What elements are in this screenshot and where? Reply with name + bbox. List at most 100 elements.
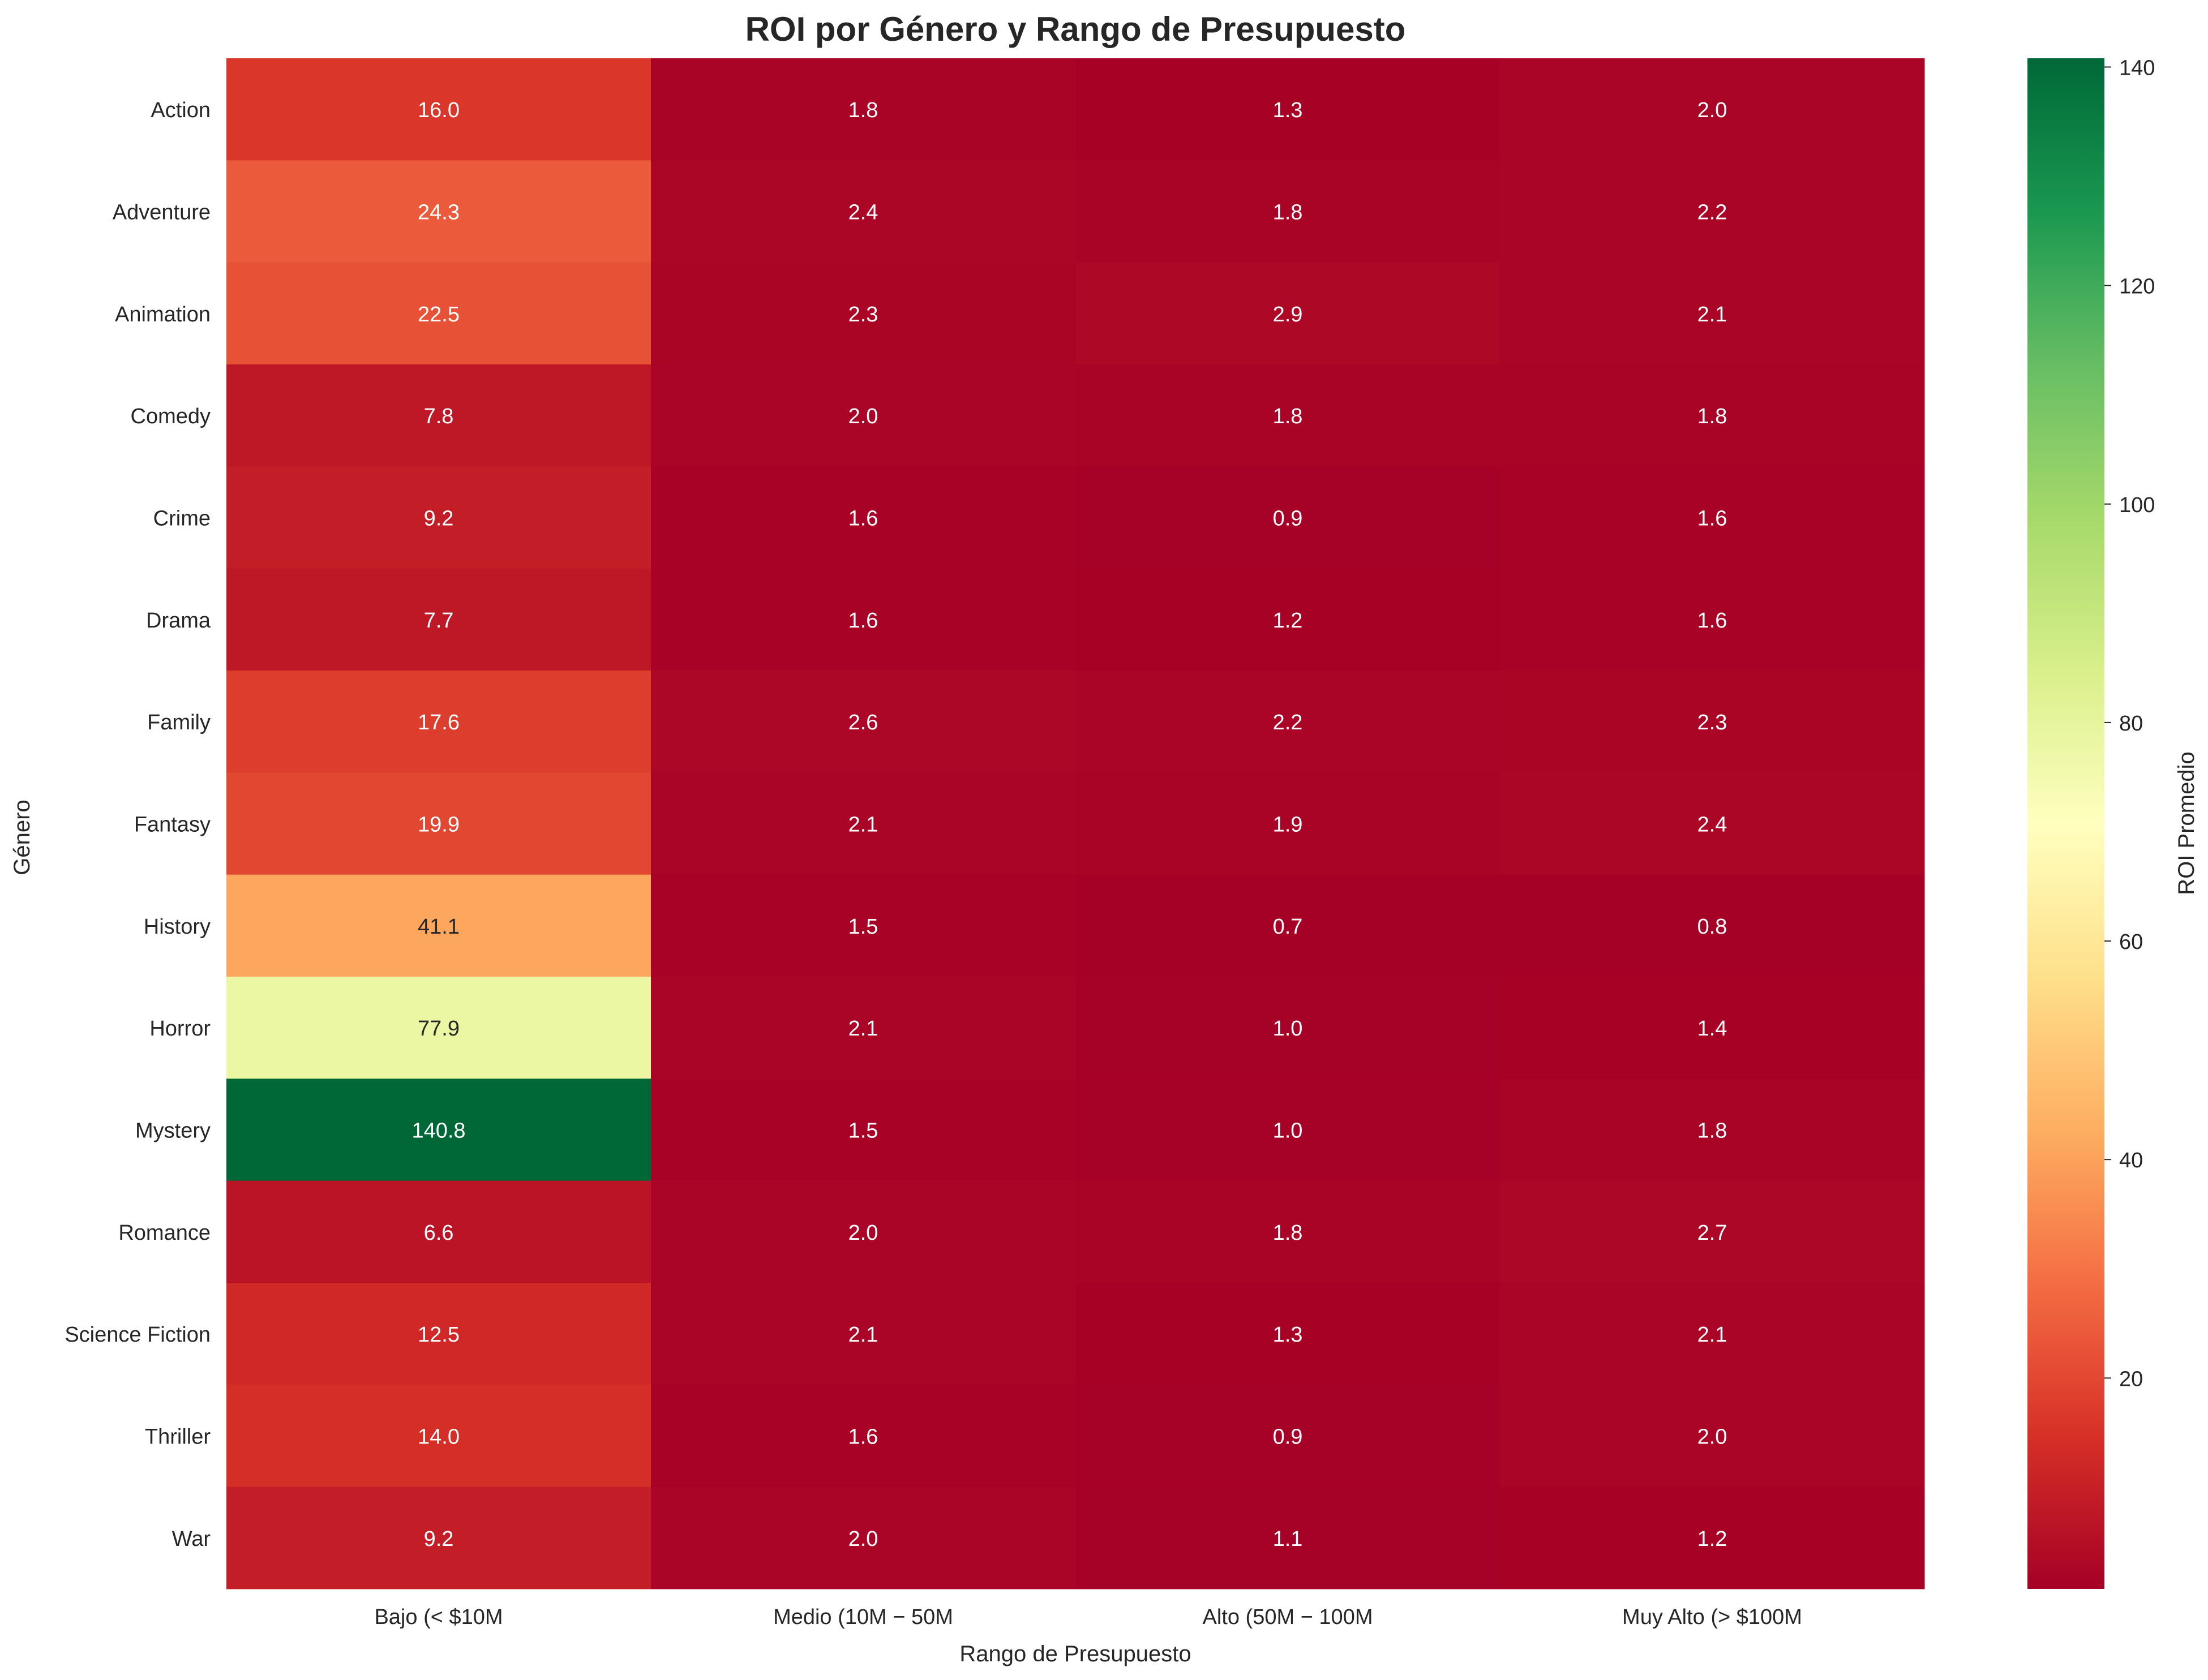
heatmap-cell	[651, 671, 1076, 773]
cell-value-label: 2.2	[1273, 711, 1303, 734]
heatmap-cell	[1500, 1180, 1925, 1283]
heatmap-cell	[1500, 977, 1925, 1079]
row-tick-label: Romance	[118, 1221, 211, 1245]
cell-value-label: 1.0	[1273, 1017, 1303, 1041]
cell-value-label: 1.6	[848, 609, 878, 633]
cell-value-label: 9.2	[424, 507, 454, 531]
cell-value-label: 1.5	[848, 915, 878, 939]
cell-value-label: 1.8	[1273, 1221, 1303, 1245]
row-tick-label: Fantasy	[134, 813, 211, 837]
cell-value-label: 7.7	[424, 609, 454, 633]
cell-value-label: 1.8	[1273, 405, 1303, 428]
heatmap-cell	[651, 874, 1076, 977]
cell-value-label: 2.0	[848, 1221, 878, 1245]
cell-value-label: 6.6	[424, 1221, 454, 1245]
heatmap-cell	[1075, 160, 1500, 263]
heatmap-cell	[1075, 977, 1500, 1079]
column-tick-label: Muy Alto (> $100M	[1622, 1605, 1802, 1629]
heatmap-cell	[226, 1385, 651, 1488]
colorbar-tick-label: 140	[2119, 56, 2155, 80]
row-tick-label: Crime	[153, 507, 211, 531]
heatmap-cell	[1075, 1486, 1500, 1589]
cell-value-label: 1.6	[848, 507, 878, 531]
heatmap-cell	[1500, 1385, 1925, 1488]
cell-value-label: 14.0	[418, 1425, 460, 1449]
heatmap-cell	[226, 1486, 651, 1589]
heatmap-cell	[226, 1283, 651, 1385]
row-tick-label: History	[144, 915, 211, 939]
cell-value-label: 2.3	[1697, 711, 1727, 734]
heatmap-cell	[1500, 1283, 1925, 1385]
heatmap-cell	[651, 1385, 1076, 1488]
cell-value-label: 41.1	[418, 915, 460, 939]
column-tick-labels: Bajo (< $10M Medio (10M − 50M Alto (50M − …	[374, 1605, 1802, 1629]
heatmap-cell	[1500, 262, 1925, 365]
colorbar-ticks: 20 40 60 80 100 120 140	[2104, 56, 2155, 1391]
heatmap-cell	[1075, 466, 1500, 569]
y-axis-label: Género	[10, 800, 35, 875]
heatmap-cell	[651, 772, 1076, 875]
cell-value-label: 77.9	[418, 1017, 460, 1041]
row-tick-label: Action	[151, 98, 211, 122]
cell-value-label: 2.1	[1697, 1323, 1727, 1347]
cell-value-label: 2.0	[1697, 1425, 1727, 1449]
cell-value-label: 2.0	[848, 405, 878, 428]
cell-value-label: 1.9	[1273, 813, 1303, 837]
row-tick-label: Thriller	[145, 1425, 211, 1449]
row-tick-labels: Action Adventure Animation Comedy Crime Drama…	[65, 98, 211, 1551]
cell-value-label: 1.4	[1697, 1017, 1727, 1041]
heatmap-cell	[1500, 671, 1925, 773]
colorbar-tick-label: 100	[2119, 493, 2155, 517]
heatmap-cell	[1500, 568, 1925, 671]
heatmap-cell	[1500, 160, 1925, 263]
cell-value-label: 1.6	[1697, 609, 1727, 633]
heatmap-cell	[226, 58, 651, 161]
colorbar	[2027, 58, 2104, 1589]
heatmap-cell	[1500, 1486, 1925, 1589]
heatmap-cell	[1500, 772, 1925, 875]
heatmap-cell	[226, 1180, 651, 1283]
cell-value-label: 2.1	[848, 1017, 878, 1041]
row-tick-label: Drama	[146, 609, 211, 633]
heatmap-cell	[1075, 874, 1500, 977]
heatmap-cell	[651, 262, 1076, 365]
cell-value-label: 1.6	[1697, 507, 1727, 531]
heatmap-cell	[651, 58, 1076, 161]
cell-value-label: 2.3	[848, 303, 878, 326]
cell-value-label: 2.7	[1697, 1221, 1727, 1245]
column-tick-label: Alto (50M − 100M	[1203, 1605, 1373, 1629]
cell-value-label: 0.7	[1273, 915, 1303, 939]
cell-value-label: 2.1	[848, 1323, 878, 1347]
cell-value-label: 1.3	[1273, 98, 1303, 122]
cell-value-label: 2.4	[848, 201, 878, 225]
heatmap-cell	[651, 977, 1076, 1079]
heatmap-cell	[226, 772, 651, 875]
colorbar-tick-label: 20	[2119, 1367, 2143, 1391]
cell-value-label: 2.1	[848, 813, 878, 837]
heatmap-cell	[1075, 772, 1500, 875]
heatmap-cell	[1075, 568, 1500, 671]
row-tick-label: Horror	[149, 1017, 211, 1041]
colorbar-tick-label: 60	[2119, 930, 2143, 954]
heatmap-cell	[226, 160, 651, 263]
heatmap-cell	[651, 160, 1076, 263]
cell-value-label: 2.4	[1697, 813, 1727, 837]
cell-value-label: 1.3	[1273, 1323, 1303, 1347]
cell-value-label: 1.2	[1273, 609, 1303, 633]
cell-value-label: 17.6	[418, 711, 460, 734]
heatmap-cells	[226, 58, 1925, 1589]
heatmap-cell	[651, 1283, 1076, 1385]
column-tick-label: Bajo (< $10M	[374, 1605, 503, 1629]
cell-value-label: 2.0	[1697, 98, 1727, 122]
heatmap-cell	[651, 568, 1076, 671]
colorbar-tick-label: 40	[2119, 1149, 2143, 1172]
heatmap-cell	[651, 1079, 1076, 1181]
heatmap-cell	[651, 1180, 1076, 1283]
colorbar-label: ROI Promedio	[2174, 751, 2199, 895]
heatmap-cell	[1075, 1283, 1500, 1385]
cell-value-label: 1.8	[1273, 201, 1303, 225]
heatmap-cell	[651, 1486, 1076, 1589]
column-tick-label: Medio (10M − 50M	[773, 1605, 953, 1629]
heatmap-cell	[1500, 58, 1925, 161]
